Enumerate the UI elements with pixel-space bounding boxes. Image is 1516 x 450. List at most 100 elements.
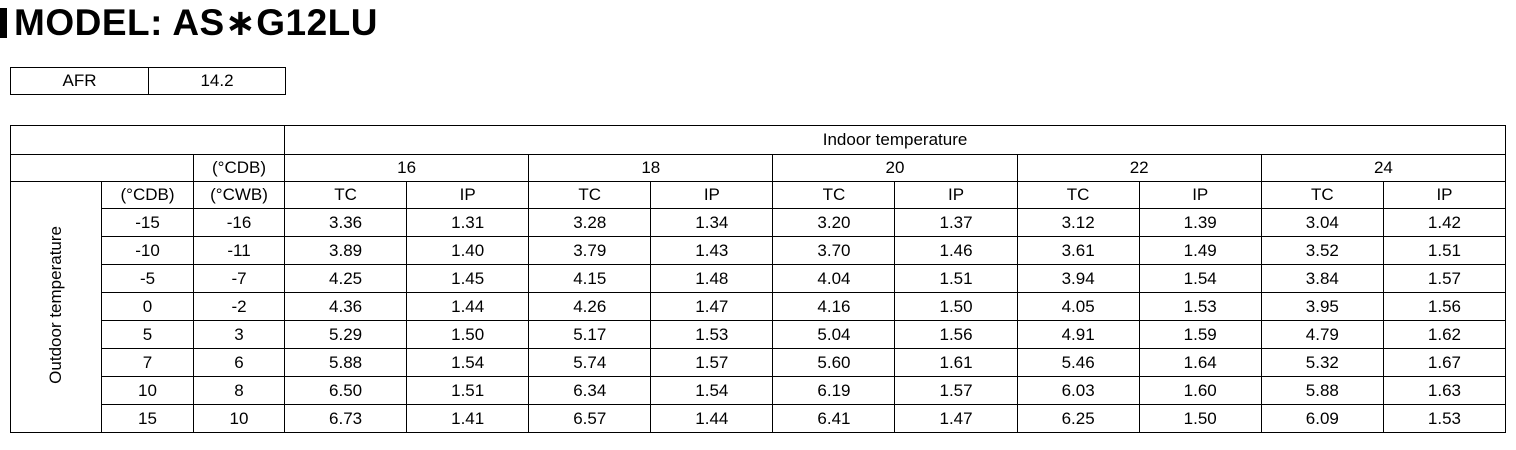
value-cell: 1.39 [1138,208,1262,237]
value-cell: 1.57 [650,348,774,377]
outdoor-unit: (°CWB) [192,181,286,209]
value-cell: 5.88 [1260,376,1384,405]
value-cell: 1.51 [406,376,530,405]
value-cell: 1.44 [650,404,774,433]
value-cell: 1.63 [1382,376,1507,405]
value-cell: 4.91 [1016,320,1140,349]
indoor-temp: 20 [772,154,1018,182]
value-cell: 1.37 [894,208,1018,237]
value-cell: 1.62 [1382,320,1507,349]
value-cell: 3.04 [1260,208,1384,237]
value-cell: 5.04 [772,320,896,349]
value-cell: 3.79 [528,236,652,265]
subheader: TC [1260,181,1384,209]
value-cell: 3.61 [1016,236,1140,265]
data-row: 0 -2 4.36 1.44 4.26 1.47 4.16 1.50 4.05 1.53 3.95 1… [11,292,1507,321]
outdoor-temp: 7 [101,348,194,377]
title: MODEL: AS∗G12LU [14,2,378,43]
value-cell: 3.36 [284,208,408,237]
outdoor-temp: -2 [192,292,286,321]
value-cell: 1.50 [406,320,530,349]
value-cell: 1.67 [1382,348,1507,377]
value-cell: 1.57 [1382,264,1507,293]
value-cell: 1.45 [406,264,530,293]
indoor-temp: 18 [528,154,774,182]
data-row: 15 10 6.73 1.41 6.57 1.44 6.41 1.47 6.25 1.50 6.09… [11,404,1507,433]
value-cell: 3.70 [772,236,896,265]
value-cell: 5.60 [772,348,896,377]
value-cell: 1.51 [894,264,1018,293]
value-cell: 1.56 [1382,292,1507,321]
indoor-unit: (°CDB) [192,154,286,182]
value-cell: 6.50 [284,376,408,405]
value-cell: 1.50 [894,292,1018,321]
data-row: -5 -7 4.25 1.45 4.15 1.48 4.04 1.51 3.94 1.54 3.84… [11,264,1507,293]
subheader: IP [406,181,530,209]
value-cell: 6.73 [284,404,408,433]
value-cell: 1.60 [1138,376,1262,405]
outdoor-temp: -5 [101,264,194,293]
value-cell: 1.59 [1138,320,1262,349]
outdoor-temp: 10 [101,376,194,405]
value-cell: 1.40 [406,236,530,265]
value-cell: 1.53 [1138,292,1262,321]
corner-cell [9,125,286,155]
value-cell: 1.53 [650,320,774,349]
outdoor-temp: 3 [192,320,286,349]
value-cell: 4.25 [284,264,408,293]
value-cell: 5.32 [1260,348,1384,377]
outdoor-label: Outdoor temperature [46,226,65,384]
value-cell: 1.34 [650,208,774,237]
value-cell: 1.61 [894,348,1018,377]
value-cell: 1.54 [1138,264,1262,293]
value-cell: 1.64 [1138,348,1262,377]
value-cell: 4.36 [284,292,408,321]
afr-label: AFR [10,67,149,95]
indoor-temp: 22 [1016,154,1262,182]
data-row: 10 8 6.50 1.51 6.34 1.54 6.19 1.57 6.03 1.60 5.88 1… [11,376,1507,405]
indoor-temp: 16 [284,154,530,182]
value-cell: 5.74 [528,348,652,377]
value-cell: 6.57 [528,404,652,433]
value-cell: 1.42 [1382,208,1507,237]
outdoor-temp: 0 [101,292,194,321]
value-cell: 5.88 [284,348,408,377]
value-cell: 6.25 [1016,404,1140,433]
outdoor-temp: -11 [192,236,286,265]
subheader: TC [284,181,408,209]
value-cell: 1.44 [406,292,530,321]
value-cell: 1.41 [406,404,530,433]
performance-table: Indoor temperature (°CDB) 16 18 20 22 24 Outdoo… [9,125,1507,433]
value-cell: 1.47 [650,292,774,321]
value-cell: 5.46 [1016,348,1140,377]
title-bullet [0,8,7,38]
subheader: TC [528,181,652,209]
value-cell: 1.43 [650,236,774,265]
afr-value: 14.2 [148,67,286,95]
indoor-label: Indoor temperature [284,125,1507,155]
corner-cell [10,154,194,182]
outdoor-temp: -15 [101,208,194,237]
value-cell: 4.04 [772,264,896,293]
subheader: IP [1382,181,1507,209]
value-cell: 6.03 [1016,376,1140,405]
header-row: Outdoor temperature (°CDB) (°CWB) TC IP TC IP T… [10,181,1507,433]
header-row: (°CDB) 16 18 20 22 24 [10,154,1507,182]
value-cell: 1.48 [650,264,774,293]
outdoor-unit: (°CDB) [101,181,194,209]
value-cell: 4.79 [1260,320,1384,349]
value-cell: 5.17 [528,320,652,349]
outdoor-temp: -16 [192,208,286,237]
value-cell: 1.54 [650,376,774,405]
value-cell: 3.20 [772,208,896,237]
value-cell: 1.49 [1138,236,1262,265]
outdoor-temp: 6 [192,348,286,377]
value-cell: 4.26 [528,292,652,321]
subheader: TC [1016,181,1140,209]
value-cell: 1.57 [894,376,1018,405]
value-cell: 3.89 [284,236,408,265]
outdoor-temp: -10 [101,236,194,265]
subheader: IP [650,181,774,209]
value-cell: 3.94 [1016,264,1140,293]
value-cell: 6.09 [1260,404,1384,433]
